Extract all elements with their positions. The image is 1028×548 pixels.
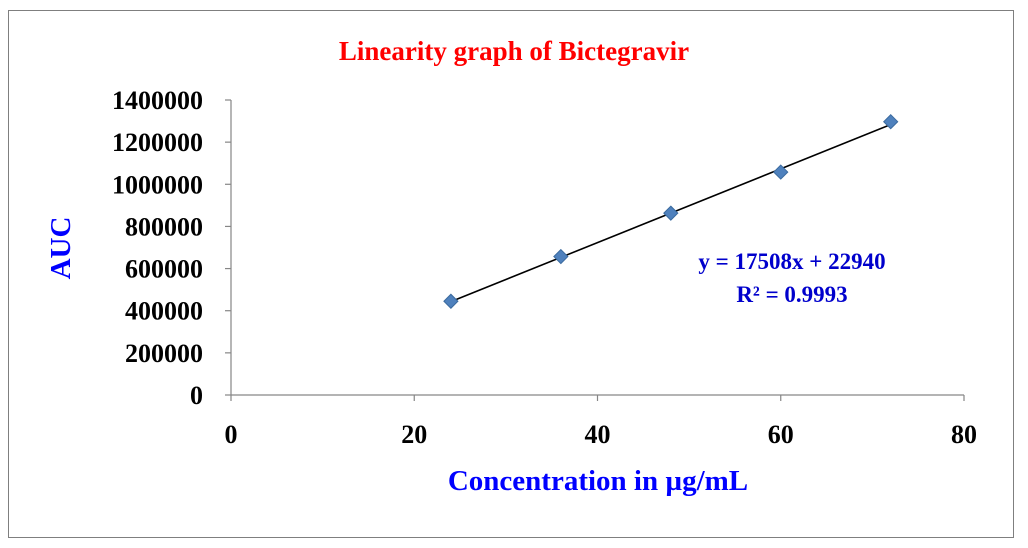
y-tick-label: 200000 [125, 339, 203, 368]
x-tick-label: 40 [585, 420, 611, 449]
trendline-equation: y = 17508x + 22940 [698, 249, 885, 274]
x-tick-labels: 0 20 40 60 80 [225, 420, 978, 449]
chart-frame [8, 10, 1014, 538]
y-tick-label: 800000 [125, 212, 203, 241]
x-tick-label: 60 [768, 420, 794, 449]
x-axis-label: Concentration in µg/mL [448, 465, 748, 497]
data-point [553, 248, 569, 265]
data-point [773, 164, 789, 180]
y-tick-label: 0 [190, 381, 203, 410]
data-points [443, 113, 899, 309]
data-point [882, 113, 899, 130]
x-tick-label: 0 [225, 420, 238, 449]
x-tick-label: 20 [401, 420, 427, 449]
r-squared-value: R² = 0.9993 [736, 282, 847, 307]
chart-title: Linearity graph of Bictegravir [339, 36, 689, 66]
data-point [443, 293, 459, 309]
axes [225, 99, 965, 401]
x-tick-label: 80 [951, 420, 977, 449]
y-tick-labels: 0 200000 400000 600000 800000 1000000 1200000 1… [112, 86, 203, 410]
y-axis-label: AUC [45, 217, 77, 280]
data-point [663, 205, 679, 221]
y-tick-label: 1400000 [112, 86, 203, 115]
y-tick-label: 600000 [125, 255, 203, 284]
y-tick-label: 400000 [125, 297, 203, 326]
y-tick-label: 1200000 [112, 128, 203, 157]
y-tick-label: 1000000 [112, 170, 203, 199]
